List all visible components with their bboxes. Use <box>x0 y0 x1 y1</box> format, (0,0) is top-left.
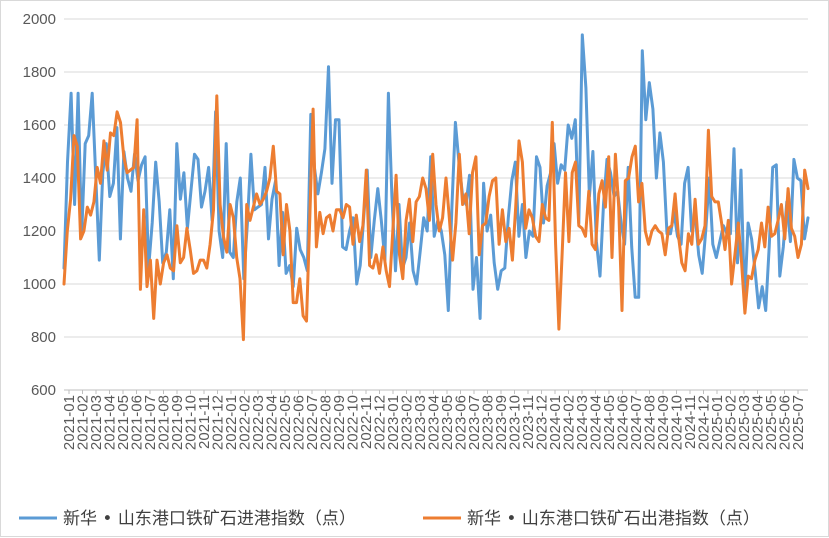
x-tick-label: 2022-09 <box>331 395 348 450</box>
x-tick-label: 2021-02 <box>75 395 92 450</box>
x-tick-label: 2021-09 <box>169 395 186 450</box>
x-tick-label: 2022-02 <box>237 395 254 450</box>
x-tick-label: 2024-07 <box>628 395 645 450</box>
x-tick-label: 2024-12 <box>696 395 713 450</box>
y-tick-label: 1400 <box>23 170 56 187</box>
x-tick-label: 2022-08 <box>318 395 335 450</box>
x-tick-label: 2023-03 <box>412 395 429 450</box>
y-tick-label: 1600 <box>23 117 56 134</box>
y-tick-label: 600 <box>31 382 56 399</box>
x-tick-label: 2022-07 <box>304 395 321 450</box>
x-tick-label: 2021-05 <box>115 395 132 450</box>
legend-label: 新华 • 山东港口铁矿石出港指数（点） <box>467 509 760 529</box>
legend: 新华 • 山东港口铁矿石进港指数（点） 新华 • 山东港口铁矿石出港指数（点） <box>19 509 760 529</box>
x-tick-label: 2023-12 <box>534 395 551 450</box>
x-tick-label: 2024-06 <box>615 395 632 450</box>
x-tick-label: 2025-04 <box>750 395 767 450</box>
x-tick-label: 2025-06 <box>777 395 794 450</box>
x-tick-label: 2021-08 <box>156 395 173 450</box>
x-tick-label: 2022-10 <box>345 395 362 450</box>
x-tick-label: 2022-06 <box>291 395 308 450</box>
x-tick-label: 2021-12 <box>210 395 227 450</box>
x-tick-label: 2024-05 <box>601 395 618 450</box>
series-lines <box>62 33 810 342</box>
y-tick-label: 800 <box>31 329 56 346</box>
x-tick-label: 2023-04 <box>426 395 443 450</box>
x-tick-label: 2022-03 <box>250 395 267 450</box>
x-tick-label: 2022-05 <box>277 395 294 450</box>
y-tick-label: 1800 <box>23 64 56 81</box>
x-tick-label: 2022-04 <box>264 395 281 450</box>
x-tick-label: 2024-02 <box>561 395 578 450</box>
x-tick-label: 2021-01 <box>61 395 78 450</box>
x-tick-label: 2021-06 <box>129 395 146 450</box>
x-tick-label: 2021-10 <box>183 395 200 450</box>
x-tick-label: 2023-11 <box>520 395 537 449</box>
series-line-outbound <box>62 94 810 342</box>
x-tick-label: 2021-04 <box>102 395 119 450</box>
legend-label: 新华 • 山东港口铁矿石进港指数（点） <box>63 509 356 529</box>
x-tick-label: 2023-05 <box>439 395 456 450</box>
x-tick-label: 2024-08 <box>642 395 659 450</box>
x-tick-label: 2023-09 <box>493 395 510 450</box>
y-tick-label: 1200 <box>23 223 56 240</box>
x-tick-label: 2023-10 <box>507 395 524 450</box>
x-tick-label: 2024-03 <box>574 395 591 450</box>
x-tick-label: 2023-08 <box>480 395 497 450</box>
x-tick-label: 2023-07 <box>466 395 483 450</box>
x-tick-label: 2024-11 <box>682 395 699 449</box>
x-tick-label: 2025-03 <box>736 395 753 450</box>
x-tick-label: 2024-04 <box>588 395 605 450</box>
x-tick-label: 2021-03 <box>88 395 105 450</box>
x-tick-label: 2025-05 <box>763 395 780 450</box>
y-tick-label: 1000 <box>23 276 56 293</box>
series-line-inbound <box>62 33 810 320</box>
x-tick-label: 2022-01 <box>223 395 240 450</box>
x-tick-label: 2023-01 <box>385 395 402 450</box>
x-tick-label: 2023-06 <box>453 395 470 450</box>
x-tick-label: 2025-02 <box>723 395 740 450</box>
x-tick-label: 2022-11 <box>358 395 375 449</box>
x-tick-label: 2025-01 <box>709 395 726 450</box>
x-tick-label: 2024-10 <box>669 395 686 450</box>
x-tick-label: 2021-11 <box>196 395 213 449</box>
x-tick-label: 2025-07 <box>790 395 807 450</box>
x-tick-label: 2024-01 <box>547 395 564 450</box>
x-tick-label: 2021-07 <box>142 395 159 450</box>
x-tick-label: 2023-02 <box>399 395 416 450</box>
y-tick-label: 2000 <box>23 11 56 28</box>
x-tick-label: 2024-09 <box>655 395 672 450</box>
y-axis: 600 800 1000 1200 1400 1600 1800 2000 <box>23 11 56 399</box>
x-axis: 2021-012021-022021-032021-042021-052021-… <box>61 389 808 450</box>
x-tick-label: 2022-12 <box>372 395 389 450</box>
